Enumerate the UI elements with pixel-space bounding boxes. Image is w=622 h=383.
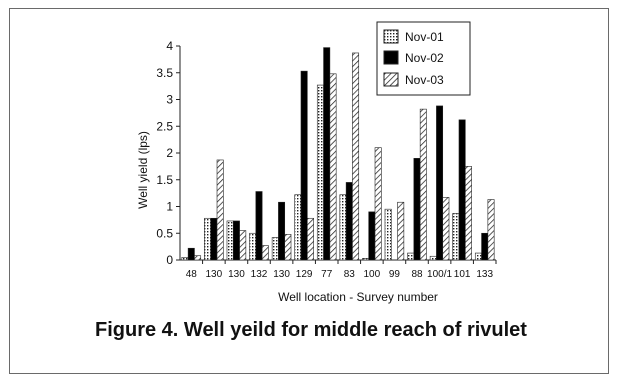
legend-swatch-nov-02 — [383, 50, 399, 65]
chart-bars — [181, 47, 495, 261]
bar-nov-02-1 — [210, 217, 218, 261]
x-tick-label: 83 — [344, 269, 356, 280]
bar-nov-01-9 — [384, 208, 392, 261]
x-tick-label: 130 — [228, 269, 245, 280]
legend-swatch-nov-01 — [383, 29, 399, 44]
x-tick-label: 77 — [321, 269, 333, 280]
x-tick-label: 100 — [364, 269, 381, 280]
x-axis-label: Well location - Survey number — [278, 290, 438, 304]
bar-nov-03-12 — [464, 166, 472, 261]
bar-nov-01-12 — [452, 213, 460, 261]
bar-nov-03-6 — [329, 73, 337, 261]
legend-label-nov-02: Nov-02 — [405, 51, 444, 65]
bar-nov-03-10 — [419, 108, 427, 261]
y-tick-label: 4 — [166, 39, 173, 53]
x-tick-label: 132 — [251, 269, 268, 280]
x-tick-label: 99 — [389, 269, 401, 280]
bar-nov-03-5 — [306, 217, 314, 261]
y-tick-label: 2.5 — [156, 119, 173, 133]
bar-nov-01-10 — [407, 252, 415, 261]
chart-legend: Nov-01 Nov-02 Nov-03 — [376, 21, 471, 96]
x-tick-label: 130 — [206, 269, 223, 280]
bar-nov-03-11 — [442, 197, 450, 261]
bar-nov-01-0 — [181, 257, 189, 261]
bar-nov-01-7 — [339, 194, 347, 261]
y-tick-label: 0.5 — [156, 226, 173, 240]
bar-nov-03-1 — [216, 159, 224, 261]
x-tick-label: 133 — [476, 269, 493, 280]
bar-nov-02-5 — [300, 70, 308, 261]
bar-nov-01-13 — [474, 252, 482, 261]
x-tick-label: 48 — [186, 269, 198, 280]
bar-nov-02-8 — [368, 211, 376, 261]
bar-nov-02-11 — [436, 105, 444, 261]
y-tick-label: 1 — [166, 200, 173, 214]
bar-nov-03-9 — [397, 201, 405, 261]
bar-nov-03-3 — [261, 245, 269, 261]
bar-nov-02-4 — [278, 201, 286, 261]
y-tick-label: 3.5 — [156, 66, 173, 80]
bar-nov-02-7 — [345, 182, 353, 261]
y-axis-label: Well yield (lps) — [136, 131, 150, 209]
bar-nov-02-12 — [458, 119, 466, 261]
bar-nov-01-11 — [429, 255, 437, 261]
bar-nov-03-7 — [352, 52, 360, 261]
bar-nov-01-3 — [249, 232, 257, 261]
bar-nov-01-8 — [362, 258, 370, 261]
y-tick-label: 2 — [166, 146, 173, 160]
bar-nov-01-6 — [316, 84, 324, 261]
legend-label-nov-03: Nov-03 — [405, 73, 444, 87]
bar-nov-01-5 — [294, 194, 302, 261]
y-tick-label: 3 — [166, 93, 173, 107]
bar-nov-01-4 — [271, 237, 279, 261]
x-tick-label: 129 — [296, 269, 313, 280]
x-tick-label: 130 — [273, 269, 290, 280]
bar-nov-03-4 — [284, 234, 292, 261]
bar-nov-03-0 — [194, 255, 202, 261]
bar-nov-02-0 — [187, 247, 195, 261]
bar-nov-03-8 — [374, 147, 382, 261]
figure-caption: Figure 4. Well yeild for middle reach of… — [95, 319, 527, 341]
legend-label-nov-01: Nov-01 — [405, 30, 444, 44]
y-tick-label: 0 — [166, 253, 173, 267]
bar-nov-02-13 — [481, 232, 489, 261]
bar-nov-02-10 — [413, 158, 421, 261]
bar-nov-03-2 — [239, 230, 247, 261]
y-tick-label: 1.5 — [156, 173, 173, 187]
legend-swatch-nov-03 — [383, 72, 399, 87]
bar-nov-03-13 — [487, 199, 495, 261]
figure-frame — [9, 8, 609, 374]
bar-chart: 0 0.5 1 1.5 2 2.5 3 3.5 4 48 130 130 132 130 129 77 83 10… — [136, 21, 497, 304]
x-tick-label: 88 — [411, 269, 423, 280]
bar-nov-02-6 — [323, 47, 331, 261]
chart-ticks: 0 0.5 1 1.5 2 2.5 3 3.5 4 48 130 130 132 130 129 77 83 10… — [156, 39, 497, 280]
bar-nov-02-2 — [232, 220, 240, 261]
bar-nov-01-2 — [226, 220, 234, 261]
bar-nov-02-3 — [255, 191, 263, 261]
x-tick-label: 101 — [454, 269, 471, 280]
x-tick-label: 100/1 — [427, 269, 452, 280]
bar-nov-01-1 — [204, 217, 212, 261]
